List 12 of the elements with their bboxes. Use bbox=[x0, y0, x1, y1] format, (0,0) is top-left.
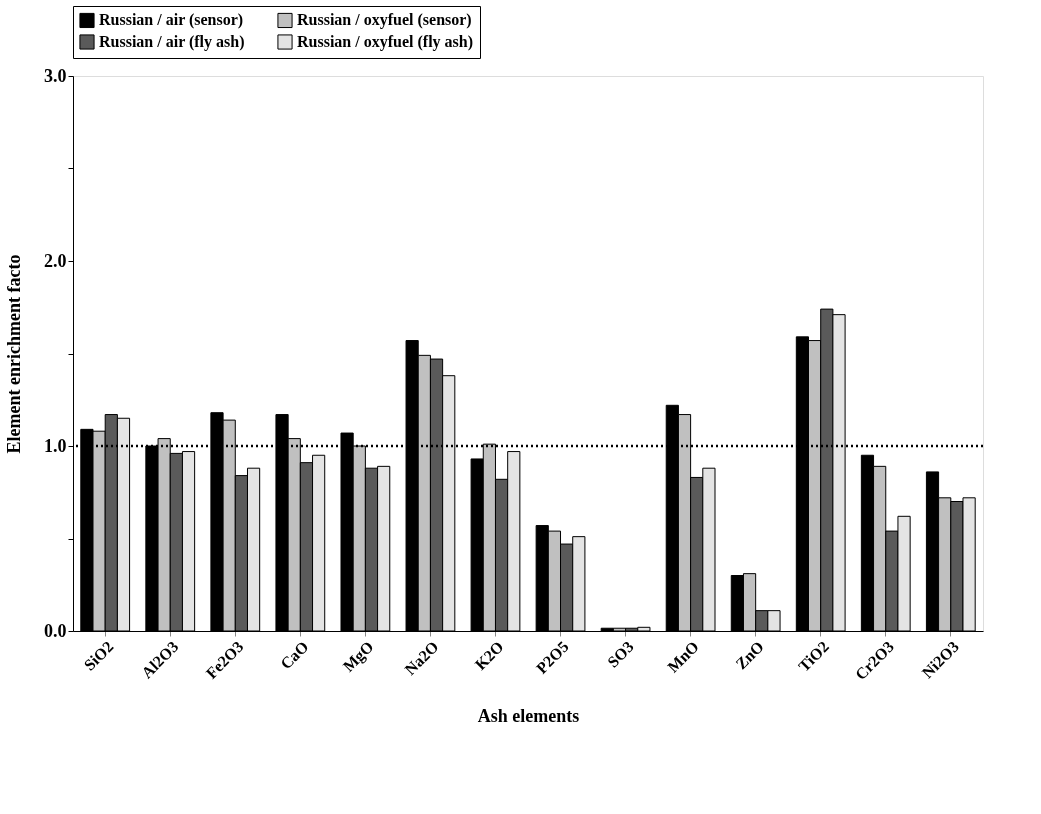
x-axis-title: Ash elements bbox=[477, 706, 580, 727]
x-tick-label: CaO bbox=[277, 637, 312, 673]
y-tick-label: 2.0 bbox=[44, 250, 67, 271]
y-axis-title: Element enrichment facto bbox=[4, 254, 24, 454]
y-tick-label: 1.0 bbox=[44, 435, 67, 456]
legend-label: Russian / air (sensor) bbox=[99, 11, 244, 30]
x-tick-label: SO3 bbox=[604, 637, 637, 671]
y-tick-label: 3.0 bbox=[44, 65, 67, 86]
legend-label: Russian / oxyfuel (sensor) bbox=[297, 11, 472, 30]
legend-label: Russian / air (fly ash) bbox=[99, 33, 245, 51]
legend-label: Russian / oxyfuel (fly ash) bbox=[297, 33, 474, 51]
y-tick-label: 0.0 bbox=[44, 620, 67, 641]
